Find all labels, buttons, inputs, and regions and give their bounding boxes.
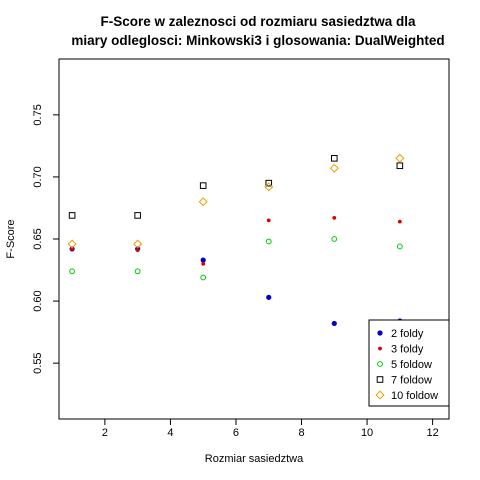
data-point	[265, 179, 273, 187]
x-tick-label: 8	[298, 427, 304, 439]
legend-label: 5 foldow	[391, 359, 432, 371]
legend-marker	[377, 361, 383, 367]
data-point	[199, 182, 207, 189]
data-point	[395, 153, 405, 163]
data-point	[134, 212, 141, 219]
legend-marker	[376, 376, 384, 383]
y-tick-label: 0.60	[32, 290, 44, 311]
data-point	[135, 248, 140, 253]
x-tick-label: 12	[426, 427, 438, 439]
data-point	[68, 212, 76, 219]
chart-title-line-1: F-Score w zaleznosci od rozmiaru sasiedz…	[100, 14, 416, 29]
chart-title-line-2: miary odleglosci: Minkowski3 i glosowani…	[71, 33, 444, 48]
x-tick-label: 6	[233, 427, 239, 439]
y-tick-label: 0.55	[32, 352, 44, 373]
data-point	[200, 257, 206, 263]
legend-label: 3 foldy	[391, 344, 424, 356]
data-point	[264, 182, 274, 192]
data-point	[266, 294, 272, 300]
data-point	[198, 197, 208, 207]
y-tick-label: 0.65	[32, 228, 44, 249]
data-point	[200, 274, 207, 281]
legend-label: 7 foldow	[391, 375, 432, 387]
y-axis: 0.55 0.60 0.65 0.70 0.75	[32, 104, 59, 374]
data-point	[331, 320, 337, 327]
data-point	[266, 218, 271, 223]
data-point	[134, 268, 141, 275]
data-point	[201, 261, 206, 266]
data-point	[329, 163, 339, 173]
x-tick-label: 10	[361, 427, 373, 439]
data-point	[265, 238, 272, 245]
legend-marker	[375, 390, 385, 400]
y-tick-label: 0.70	[32, 166, 44, 187]
data-point	[396, 162, 404, 170]
data-point	[70, 247, 75, 251]
x-tick-label: 2	[102, 427, 108, 439]
y-tick-label: 0.75	[32, 104, 44, 125]
legend-label: 10 foldow	[391, 390, 438, 402]
data-point	[332, 215, 337, 220]
legend: 2 foldy 3 foldy 5 foldow 7 foldow 10 foldow	[368, 319, 450, 407]
x-axis-title: Rozmiar sasiedztwa	[205, 453, 304, 465]
legend-marker	[377, 330, 383, 336]
legend-marker	[378, 346, 382, 351]
data-point	[330, 155, 338, 162]
y-axis-title: F-Score	[5, 219, 17, 258]
data-point	[69, 268, 76, 275]
data-point	[67, 239, 77, 249]
legend-label: 2 foldy	[391, 328, 424, 340]
data-point	[133, 239, 143, 249]
x-tick-label: 4	[167, 427, 173, 439]
data-point	[396, 243, 403, 250]
x-axis: 2 4 6 8 10 12	[102, 419, 439, 439]
data-point	[397, 219, 402, 224]
data-point	[331, 236, 338, 242]
